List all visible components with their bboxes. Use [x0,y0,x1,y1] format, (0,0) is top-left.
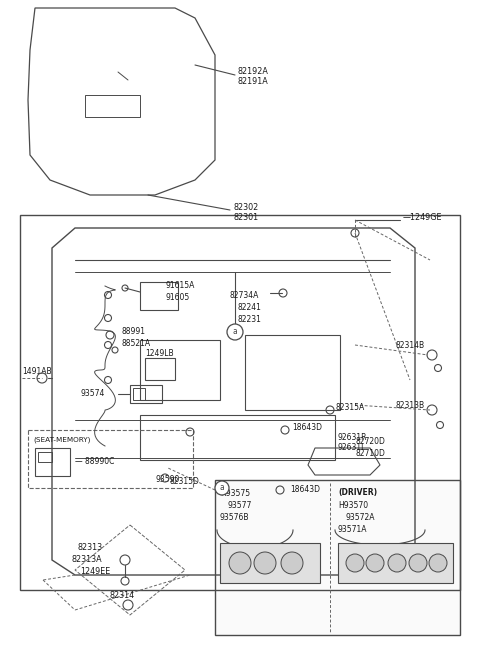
Circle shape [254,552,276,574]
Bar [28,430,193,488]
Text: (DRIVER): (DRIVER) [338,489,377,498]
Text: 93572A: 93572A [346,512,375,521]
Text: 18643D: 18643D [290,485,320,495]
Text: —1249GE: —1249GE [403,212,443,221]
Bar [20,215,460,590]
Text: 93590: 93590 [155,476,180,485]
Bar [245,335,340,410]
Bar [85,95,140,117]
Text: 82313A: 82313A [72,555,103,565]
Text: 82313B: 82313B [396,400,425,409]
Text: H93575: H93575 [220,489,250,498]
Text: 82302: 82302 [233,202,258,212]
Text: 88521A: 88521A [122,339,151,348]
Text: 82710D: 82710D [355,449,385,457]
Bar [140,282,178,310]
Circle shape [346,554,364,572]
Bar [140,415,335,460]
Text: 82314B: 82314B [396,341,425,350]
Text: 82301: 82301 [233,214,258,223]
Text: 88991: 88991 [122,328,146,337]
Circle shape [227,324,243,340]
Text: 1249EE: 1249EE [80,567,110,576]
Text: 93576B: 93576B [220,512,250,521]
Text: 82315D: 82315D [170,476,200,485]
Text: 93571A: 93571A [338,525,368,534]
Text: 82191A: 82191A [238,77,269,86]
Bar [35,448,70,476]
Text: 82720D: 82720D [355,438,385,447]
Text: 1491AB: 1491AB [22,367,52,377]
Bar [140,340,220,400]
Circle shape [429,554,447,572]
Circle shape [366,554,384,572]
Text: a: a [233,328,238,337]
Text: (SEAT-MEMORY): (SEAT-MEMORY) [33,437,90,443]
Text: 92631R: 92631R [338,434,368,443]
Text: 93577: 93577 [228,500,252,510]
Bar [130,385,162,403]
Text: 91615A: 91615A [165,282,194,291]
Text: 92631L: 92631L [338,443,366,453]
Circle shape [229,552,251,574]
Bar [145,358,175,380]
Bar [220,543,320,583]
Text: 82192A: 82192A [238,67,269,75]
Circle shape [409,554,427,572]
Circle shape [215,481,229,495]
Text: 18643D: 18643D [292,424,322,432]
Text: 82231: 82231 [238,314,262,324]
Bar [338,543,453,583]
Text: 91605: 91605 [165,293,189,301]
Bar [38,452,52,462]
Circle shape [388,554,406,572]
Text: 82315A: 82315A [335,403,364,413]
Bar [215,480,460,635]
Text: 82241: 82241 [238,303,262,312]
Bar [133,388,145,400]
Text: a: a [220,483,224,493]
Text: H93570: H93570 [338,500,368,510]
Circle shape [281,552,303,574]
Text: 82734A: 82734A [230,291,259,299]
Text: 93574: 93574 [81,390,105,398]
Text: 82313: 82313 [78,544,103,553]
Text: 82314: 82314 [110,591,135,601]
Text: — 88990C: — 88990C [75,457,114,466]
Text: 1249LB: 1249LB [145,350,174,358]
